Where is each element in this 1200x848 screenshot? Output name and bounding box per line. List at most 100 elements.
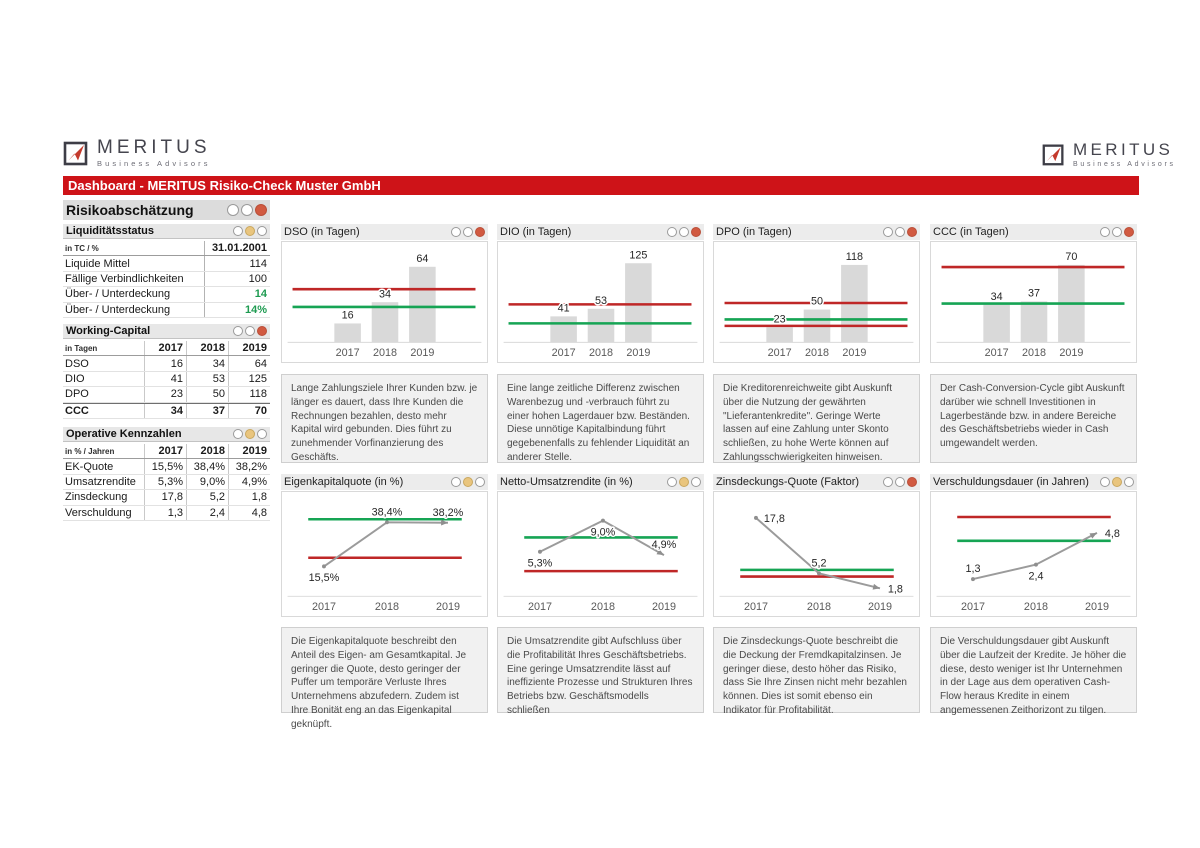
operative-kennzahlen-header: Operative Kennzahlen <box>63 427 270 442</box>
logo-name: MERITUS <box>97 137 211 158</box>
panel-traffic-light <box>665 227 701 237</box>
row-value: 64 <box>228 356 270 371</box>
row-value: 53 <box>186 371 228 387</box>
chart-svg-dpo-in-tagen: 23 50 118 2017 2018 2019 <box>719 250 914 359</box>
row-value: 38,2% <box>228 459 270 474</box>
table-row: Fällige Verbindlichkeiten 100 <box>63 271 270 288</box>
traffic-light-red <box>1124 227 1134 237</box>
liquiditaetsstatus-header: Liquiditätsstatus <box>63 224 270 239</box>
working-capital-traffic-light <box>231 326 267 336</box>
operative-kennzahlen-table: in % / Jahren 2017 2018 2019 EK-Quote 15,5% 38… <box>63 444 270 521</box>
svg-text:2017: 2017 <box>744 601 768 613</box>
svg-text:2019: 2019 <box>1059 347 1083 359</box>
row-value: 114 <box>204 256 270 271</box>
traffic-light-empty <box>1100 477 1110 487</box>
panel-title: Eigenkapitalquote (in %) <box>284 476 404 488</box>
traffic-light-empty <box>679 227 689 237</box>
row-value: 125 <box>228 371 270 387</box>
liquiditaetsstatus-label: Liquiditätsstatus <box>66 225 155 237</box>
svg-text:2018: 2018 <box>591 601 615 613</box>
traffic-light-empty <box>1112 227 1122 237</box>
row-value: 15,5% <box>144 459 186 474</box>
meritus-logo-icon <box>63 141 88 166</box>
panel-description-verschuldungsdauer-in-jahren: Die Verschuldungsdauer gibt Auskunft übe… <box>930 627 1137 716</box>
svg-text:2017: 2017 <box>768 347 792 359</box>
table-row: in TC / % 31.01.2001 <box>63 241 270 257</box>
svg-text:2019: 2019 <box>842 347 866 359</box>
table-row: Umsatzrendite 5,3% 9,0% 4,9% <box>63 474 270 491</box>
row-value: 4,9% <box>228 474 270 490</box>
row-label: Liquide Mittel <box>65 257 130 270</box>
row-value: 2,4 <box>186 505 228 520</box>
traffic-light-yellow <box>245 429 255 439</box>
traffic-light-empty <box>227 204 239 216</box>
svg-text:2018: 2018 <box>805 347 829 359</box>
table-unit-label: in Tagen <box>65 343 98 353</box>
year-header: 2018 <box>186 341 228 356</box>
year-header: 2019 <box>228 444 270 459</box>
chart-svg-dio-in-tagen: 41 53 125 2017 2018 2019 <box>503 248 698 359</box>
row-label: CCC <box>65 404 89 417</box>
traffic-light-red <box>691 227 701 237</box>
chart-dso-in-tagen: 16 34 64 2017 2018 2019 <box>281 241 488 363</box>
svg-text:2019: 2019 <box>626 347 650 359</box>
panel-header-netto-umsatzrendite-in: Netto-Umsatzrendite (in %) <box>497 474 704 490</box>
row-value: 4,8 <box>228 505 270 520</box>
table-row: Über- / Unterdeckung 14% <box>63 302 270 318</box>
panel-traffic-light <box>449 477 485 487</box>
traffic-light-yellow <box>679 477 689 487</box>
traffic-light-empty <box>667 227 677 237</box>
svg-text:34: 34 <box>379 288 391 300</box>
traffic-light-empty <box>1100 227 1110 237</box>
svg-text:2018: 2018 <box>1024 601 1048 613</box>
row-value: 5,2 <box>186 490 228 505</box>
row-value: 38,4% <box>186 459 228 474</box>
table-row: DSO 16 34 64 <box>63 356 270 372</box>
table-unit-label: in % / Jahren <box>65 446 115 456</box>
meritus-logo-icon <box>1042 144 1064 166</box>
svg-text:2018: 2018 <box>589 347 613 359</box>
chart-svg-zinsdeckungs-quote-faktor: 17,8 5,2 1,8 2017 2018 2019 <box>719 511 914 613</box>
panel-description-dso-in-tagen: Lange Zahlungsziele Ihrer Kunden bzw. je… <box>281 374 488 463</box>
svg-text:50: 50 <box>811 296 823 308</box>
traffic-light-empty <box>895 227 905 237</box>
logo-subtitle: Business Advisors <box>97 159 211 168</box>
panel-title: DSO (in Tagen) <box>284 226 360 238</box>
panel-title: Netto-Umsatzrendite (in %) <box>500 476 633 488</box>
row-value: 34 <box>186 356 228 371</box>
panel-title: DPO (in Tagen) <box>716 226 792 238</box>
svg-text:1,3: 1,3 <box>965 563 980 575</box>
svg-text:34: 34 <box>991 291 1003 303</box>
svg-text:2018: 2018 <box>1022 347 1046 359</box>
row-value: 17,8 <box>144 490 186 505</box>
svg-text:2017: 2017 <box>985 347 1009 359</box>
panel-traffic-light <box>449 227 485 237</box>
panel-header-ccc-in-tagen: CCC (in Tagen) <box>930 224 1137 240</box>
svg-text:1,8: 1,8 <box>888 583 903 595</box>
row-label: DIO <box>65 372 85 385</box>
panel-header-eigenkapitalquote-in: Eigenkapitalquote (in %) <box>281 474 488 490</box>
row-label: Zinsdeckung <box>65 491 128 504</box>
traffic-light-red <box>907 227 917 237</box>
panel-traffic-light <box>1098 477 1134 487</box>
risk-assessment-header: Risikoabschätzung <box>63 200 270 220</box>
svg-text:41: 41 <box>558 302 570 314</box>
dashboard-title-bar: Dashboard - MERITUS Risiko-Check Muster … <box>63 176 1139 195</box>
panel-description-dio-in-tagen: Eine lange zeitliche Differenz zwischen … <box>497 374 704 463</box>
chart-svg-netto-umsatzrendite-in: 5,3% 9,0% 4,9% 2017 2018 2019 <box>503 518 698 613</box>
table-row: Liquide Mittel 114 <box>63 256 270 272</box>
svg-text:2019: 2019 <box>1085 601 1109 613</box>
panel-traffic-light <box>881 477 917 487</box>
svg-text:9,0%: 9,0% <box>591 526 616 538</box>
row-value: 1,3 <box>144 505 186 520</box>
year-header: 2017 <box>144 341 186 356</box>
table-row: Verschuldung 1,3 2,4 4,8 <box>63 505 270 521</box>
table-row: DPO 23 50 118 <box>63 387 270 403</box>
chart-svg-verschuldungsdauer-in-jahren: 1,3 2,4 4,8 2017 2018 2019 <box>936 515 1131 613</box>
row-value: 37 <box>186 403 228 418</box>
row-value: 50 <box>186 387 228 402</box>
panel-header-verschuldungsdauer-in-jahren: Verschuldungsdauer (in Jahren) <box>930 474 1137 490</box>
svg-text:118: 118 <box>846 251 863 263</box>
traffic-light-empty <box>257 429 267 439</box>
panel-title: Zinsdeckungs-Quote (Faktor) <box>716 476 860 488</box>
